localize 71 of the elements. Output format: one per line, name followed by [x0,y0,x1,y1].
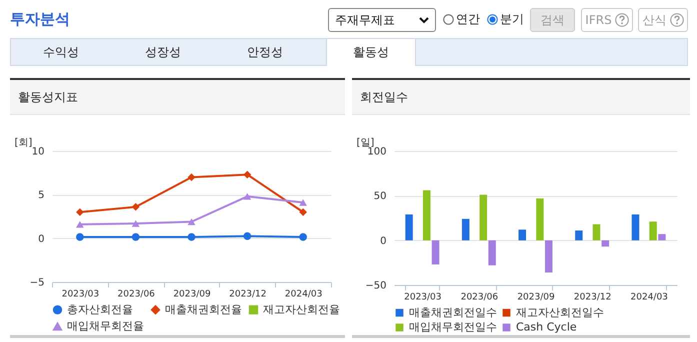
point [188,233,196,241]
x-tick-label: 2023/12 [229,290,266,300]
legend-label: 매입채무회전율 [67,320,144,332]
y-axis-title: [회] [14,138,32,148]
bar [658,234,666,240]
y-tick-label: −5 [30,278,44,288]
x-tick-label: 2024/03 [284,290,322,300]
bar [632,214,640,240]
point [76,221,84,228]
bar [518,230,526,240]
y-tick-label: 0 [38,234,44,245]
bar [405,214,413,240]
y-tick-label: −50 [365,280,386,292]
point [299,199,307,206]
text: 분기 [500,11,524,28]
text: 연간 [456,11,480,28]
bar [649,222,657,240]
legend-label: Cash Cycle [516,320,577,334]
point [132,203,140,211]
point [243,193,252,200]
y-axis-title: [일] [356,138,374,148]
legend-label: 총자산회전율 [67,302,133,316]
bar [480,194,488,240]
legend-label: 재고자산회전율 [263,302,340,316]
bar [422,190,430,240]
text: 주재무제표 [335,12,395,28]
text: 수익성 [42,44,80,60]
y-tick-label: 0 [380,236,386,247]
text: 성장성 [144,44,182,60]
x-tick-label: 2023/06 [460,292,498,302]
point [243,232,252,240]
bar [602,240,610,247]
x-tick-label: 2023/03 [404,292,442,302]
bar [544,240,552,272]
point [132,233,140,241]
x-tick-label: 2023/09 [173,290,211,300]
bar [575,230,583,240]
y-tick-label: 50 [374,191,386,202]
bar [488,240,496,266]
x-tick-label: 2023/12 [574,292,612,302]
y-tick-label: 100 [367,146,386,158]
text: 활동성 [326,38,416,66]
bar [462,218,470,240]
point [299,233,307,241]
x-tick-label: 2023/06 [118,290,156,300]
legend-label: 매출채권회전율 [165,302,242,316]
chart-title: 활동성지표 [10,80,345,115]
legend-label: 매출채권회전일수 [409,306,497,319]
text: 투자분석 [10,10,70,29]
point [76,208,84,216]
chart-title: 회전일수 [352,80,690,115]
point [188,218,196,226]
legend-label: 매입채무회전일수 [409,320,497,334]
point [299,208,307,216]
x-tick-label: 2023/03 [62,290,100,300]
bar [592,224,600,240]
bar [432,240,440,264]
point [132,220,140,227]
text: 검색 [530,8,575,32]
point [188,173,196,182]
x-tick-label: 2023/09 [517,292,555,302]
legend-label: 재고자산회전일수 [516,306,604,319]
text: 안정성 [246,44,284,60]
point [243,170,252,178]
text: 산식 [638,8,688,32]
y-tick-label: 5 [38,190,44,202]
point [76,233,84,241]
text: IFRS [581,8,633,32]
y-tick-label: 10 [32,146,44,158]
x-tick-label: 2024/03 [630,292,668,302]
bar [536,198,544,240]
